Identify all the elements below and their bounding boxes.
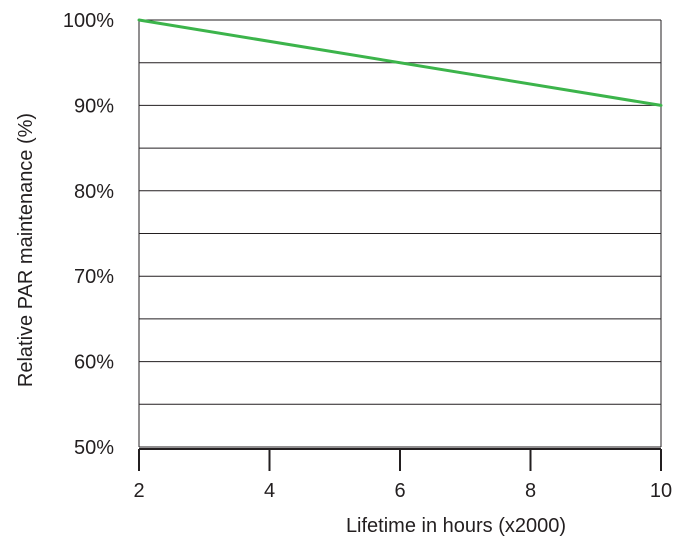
grid <box>139 19 661 448</box>
plot-frame <box>138 20 662 447</box>
y-tick-label-100: 100% <box>63 10 114 32</box>
y-axis: 50% 60% 70% 80% 90% 100% <box>63 10 114 459</box>
x-tick-label-8: 8 <box>525 480 536 502</box>
series-line-0 <box>137 18 663 107</box>
series-layer <box>137 18 663 107</box>
x-tick-label-4: 4 <box>264 480 275 502</box>
y-axis-title: Relative PAR maintenance (%) <box>15 113 37 387</box>
x-axis: 2 4 6 8 10 <box>133 448 672 502</box>
y-tick-label-60: 60% <box>74 352 114 374</box>
y-tick-label-50: 50% <box>74 437 114 459</box>
x-tick-label-2: 2 <box>133 480 144 502</box>
x-tick-label-6: 6 <box>394 480 405 502</box>
x-tick-label-10: 10 <box>650 480 672 502</box>
x-axis-title: Lifetime in hours (x2000) <box>346 515 566 537</box>
y-tick-label-70: 70% <box>74 266 114 288</box>
y-tick-label-90: 90% <box>74 95 114 117</box>
y-tick-label-80: 80% <box>74 181 114 203</box>
